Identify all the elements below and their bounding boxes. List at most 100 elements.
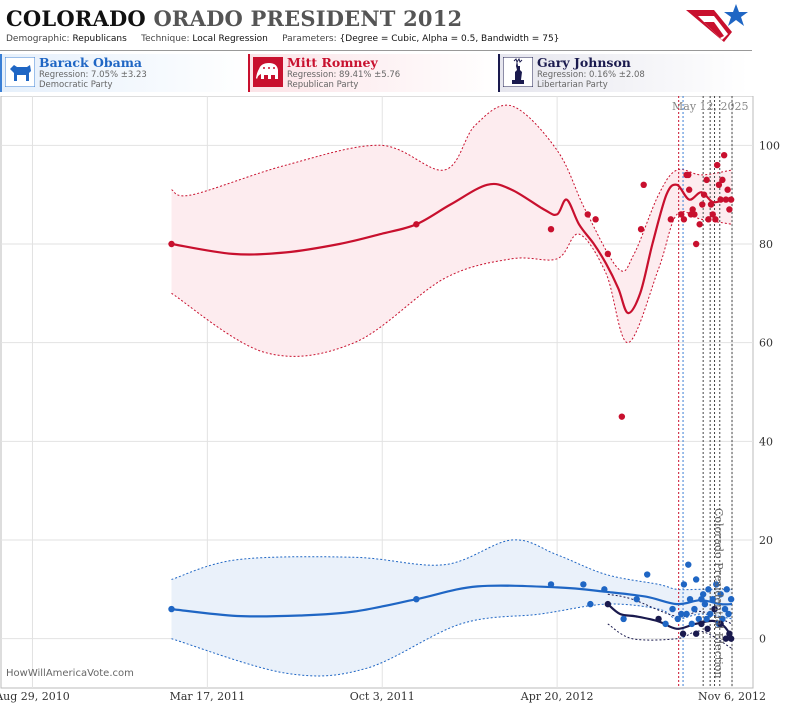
y-tick-label: 20 bbox=[759, 534, 773, 547]
y-tick-label: 80 bbox=[759, 238, 773, 251]
x-tick-label: Aug 29, 2010 bbox=[0, 690, 70, 703]
x-axis-ticks: Aug 29, 2010 Mar 17, 2011 Oct 3, 2011 Apr 2… bbox=[0, 690, 766, 703]
poll-point bbox=[633, 596, 640, 603]
poll-point bbox=[655, 615, 662, 623]
demographic-value: Republicans bbox=[72, 34, 127, 44]
candidate-regression: Regression: 7.05% ±3.23 bbox=[39, 70, 147, 80]
poll-point bbox=[698, 596, 705, 603]
poll-point bbox=[722, 635, 730, 642]
candidate-name: Gary Johnson bbox=[537, 55, 631, 70]
poll-points bbox=[168, 152, 735, 642]
candidate-card-romney[interactable]: Mitt Romney Regression: 89.41% ±5.76 Rep… bbox=[248, 54, 498, 92]
poll-point bbox=[727, 596, 735, 603]
poll-point bbox=[637, 226, 645, 233]
poll-point bbox=[587, 600, 594, 608]
poll-point bbox=[640, 181, 647, 188]
candidate-party: Democratic Party bbox=[39, 80, 113, 90]
poll-point bbox=[685, 186, 693, 193]
chart-parameters: Demographic: Republicans Technique: Loca… bbox=[6, 34, 559, 44]
poll-point bbox=[685, 171, 692, 179]
poll-point bbox=[696, 221, 703, 228]
header-divider bbox=[0, 50, 752, 51]
poll-point bbox=[680, 216, 688, 223]
x-tick-label: Apr 20, 2012 bbox=[520, 690, 594, 703]
confidence-band-fill bbox=[171, 539, 732, 676]
title-state: COLORADO bbox=[6, 6, 146, 31]
poll-point bbox=[713, 161, 721, 169]
poll-point bbox=[726, 206, 733, 213]
poll-point bbox=[688, 620, 695, 628]
y-tick-label: 40 bbox=[759, 435, 773, 448]
poll-point bbox=[712, 216, 719, 223]
poll-point bbox=[719, 615, 726, 623]
candidate-regression: Regression: 89.41% ±5.76 bbox=[287, 70, 401, 80]
candidate-name: Barack Obama bbox=[39, 55, 143, 70]
flag-star-logo bbox=[686, 4, 748, 42]
poll-point bbox=[704, 625, 711, 632]
confidence-band-fill bbox=[171, 105, 732, 357]
poll-point bbox=[701, 600, 709, 608]
poll-point bbox=[686, 596, 694, 603]
poll-point bbox=[685, 561, 692, 568]
poll-point bbox=[547, 226, 555, 233]
poll-point bbox=[703, 176, 710, 184]
demographic-label: Demographic: bbox=[6, 34, 70, 44]
poll-point bbox=[413, 596, 420, 603]
upper-bound-line bbox=[171, 539, 733, 591]
poll-point bbox=[727, 196, 735, 203]
poll-point bbox=[547, 581, 555, 588]
poll-point bbox=[584, 211, 591, 218]
poll-point bbox=[721, 605, 729, 613]
poll-point bbox=[699, 591, 707, 598]
poll-point bbox=[669, 605, 676, 613]
poll-point bbox=[723, 586, 730, 593]
poll-point bbox=[726, 630, 733, 637]
poll-point bbox=[713, 581, 720, 588]
poll-point bbox=[699, 201, 706, 208]
poll-point bbox=[667, 216, 675, 223]
technique-value: Local Regression bbox=[192, 34, 268, 44]
poll-point bbox=[706, 610, 714, 618]
poll-point bbox=[683, 610, 690, 618]
poll-point bbox=[725, 610, 732, 618]
elephant-icon bbox=[253, 57, 283, 87]
trend-line bbox=[171, 182, 733, 315]
poll-point bbox=[168, 605, 175, 613]
poll-point bbox=[700, 191, 708, 198]
poll-point bbox=[678, 610, 685, 618]
poll-point bbox=[618, 413, 626, 420]
poll-point bbox=[717, 620, 724, 628]
candidate-party: Republican Party bbox=[287, 80, 359, 90]
chart-header: COLORADO ORADO PRESIDENT 2012 Demographi… bbox=[0, 0, 789, 52]
candidate-party: Libertarian Party bbox=[537, 80, 608, 90]
poll-point bbox=[601, 586, 608, 593]
technique-label: Technique: bbox=[141, 34, 190, 44]
donkey-icon bbox=[5, 57, 35, 87]
poll-point bbox=[662, 620, 669, 628]
poll-point bbox=[679, 630, 687, 637]
poll-point bbox=[695, 615, 702, 623]
poll-point bbox=[692, 576, 700, 583]
poll-point bbox=[711, 605, 718, 613]
poll-point bbox=[691, 605, 698, 613]
candidate-card-obama[interactable]: Barack Obama Regression: 7.05% ±3.23 Dem… bbox=[0, 54, 250, 92]
y-axis-ticks: 0 20 40 60 80 100 bbox=[759, 139, 780, 645]
poll-point bbox=[692, 630, 700, 637]
y-tick-label: 100 bbox=[759, 139, 780, 152]
candidate-legend: Barack Obama Regression: 7.05% ±3.23 Dem… bbox=[0, 54, 789, 92]
lower-bound-line bbox=[171, 210, 733, 357]
candidate-regression: Regression: 0.16% ±2.08 bbox=[537, 70, 645, 80]
chart-title: COLORADO ORADO PRESIDENT 2012 bbox=[6, 6, 462, 31]
lower-bound-line bbox=[607, 623, 733, 649]
parameters-label: Parameters: bbox=[282, 34, 337, 44]
poll-point bbox=[678, 211, 685, 218]
poll-point bbox=[692, 240, 700, 248]
poll-point bbox=[720, 152, 728, 159]
election-day-label: Colorado Presidential Election bbox=[712, 508, 725, 679]
candidate-card-johnson[interactable]: Gary Johnson Regression: 0.16% ±2.08 Lib… bbox=[498, 54, 748, 92]
poll-point bbox=[604, 600, 612, 608]
candidate-name: Mitt Romney bbox=[287, 55, 378, 70]
poll-point bbox=[689, 206, 696, 213]
liberty-icon bbox=[503, 57, 533, 87]
poll-point bbox=[727, 635, 735, 642]
